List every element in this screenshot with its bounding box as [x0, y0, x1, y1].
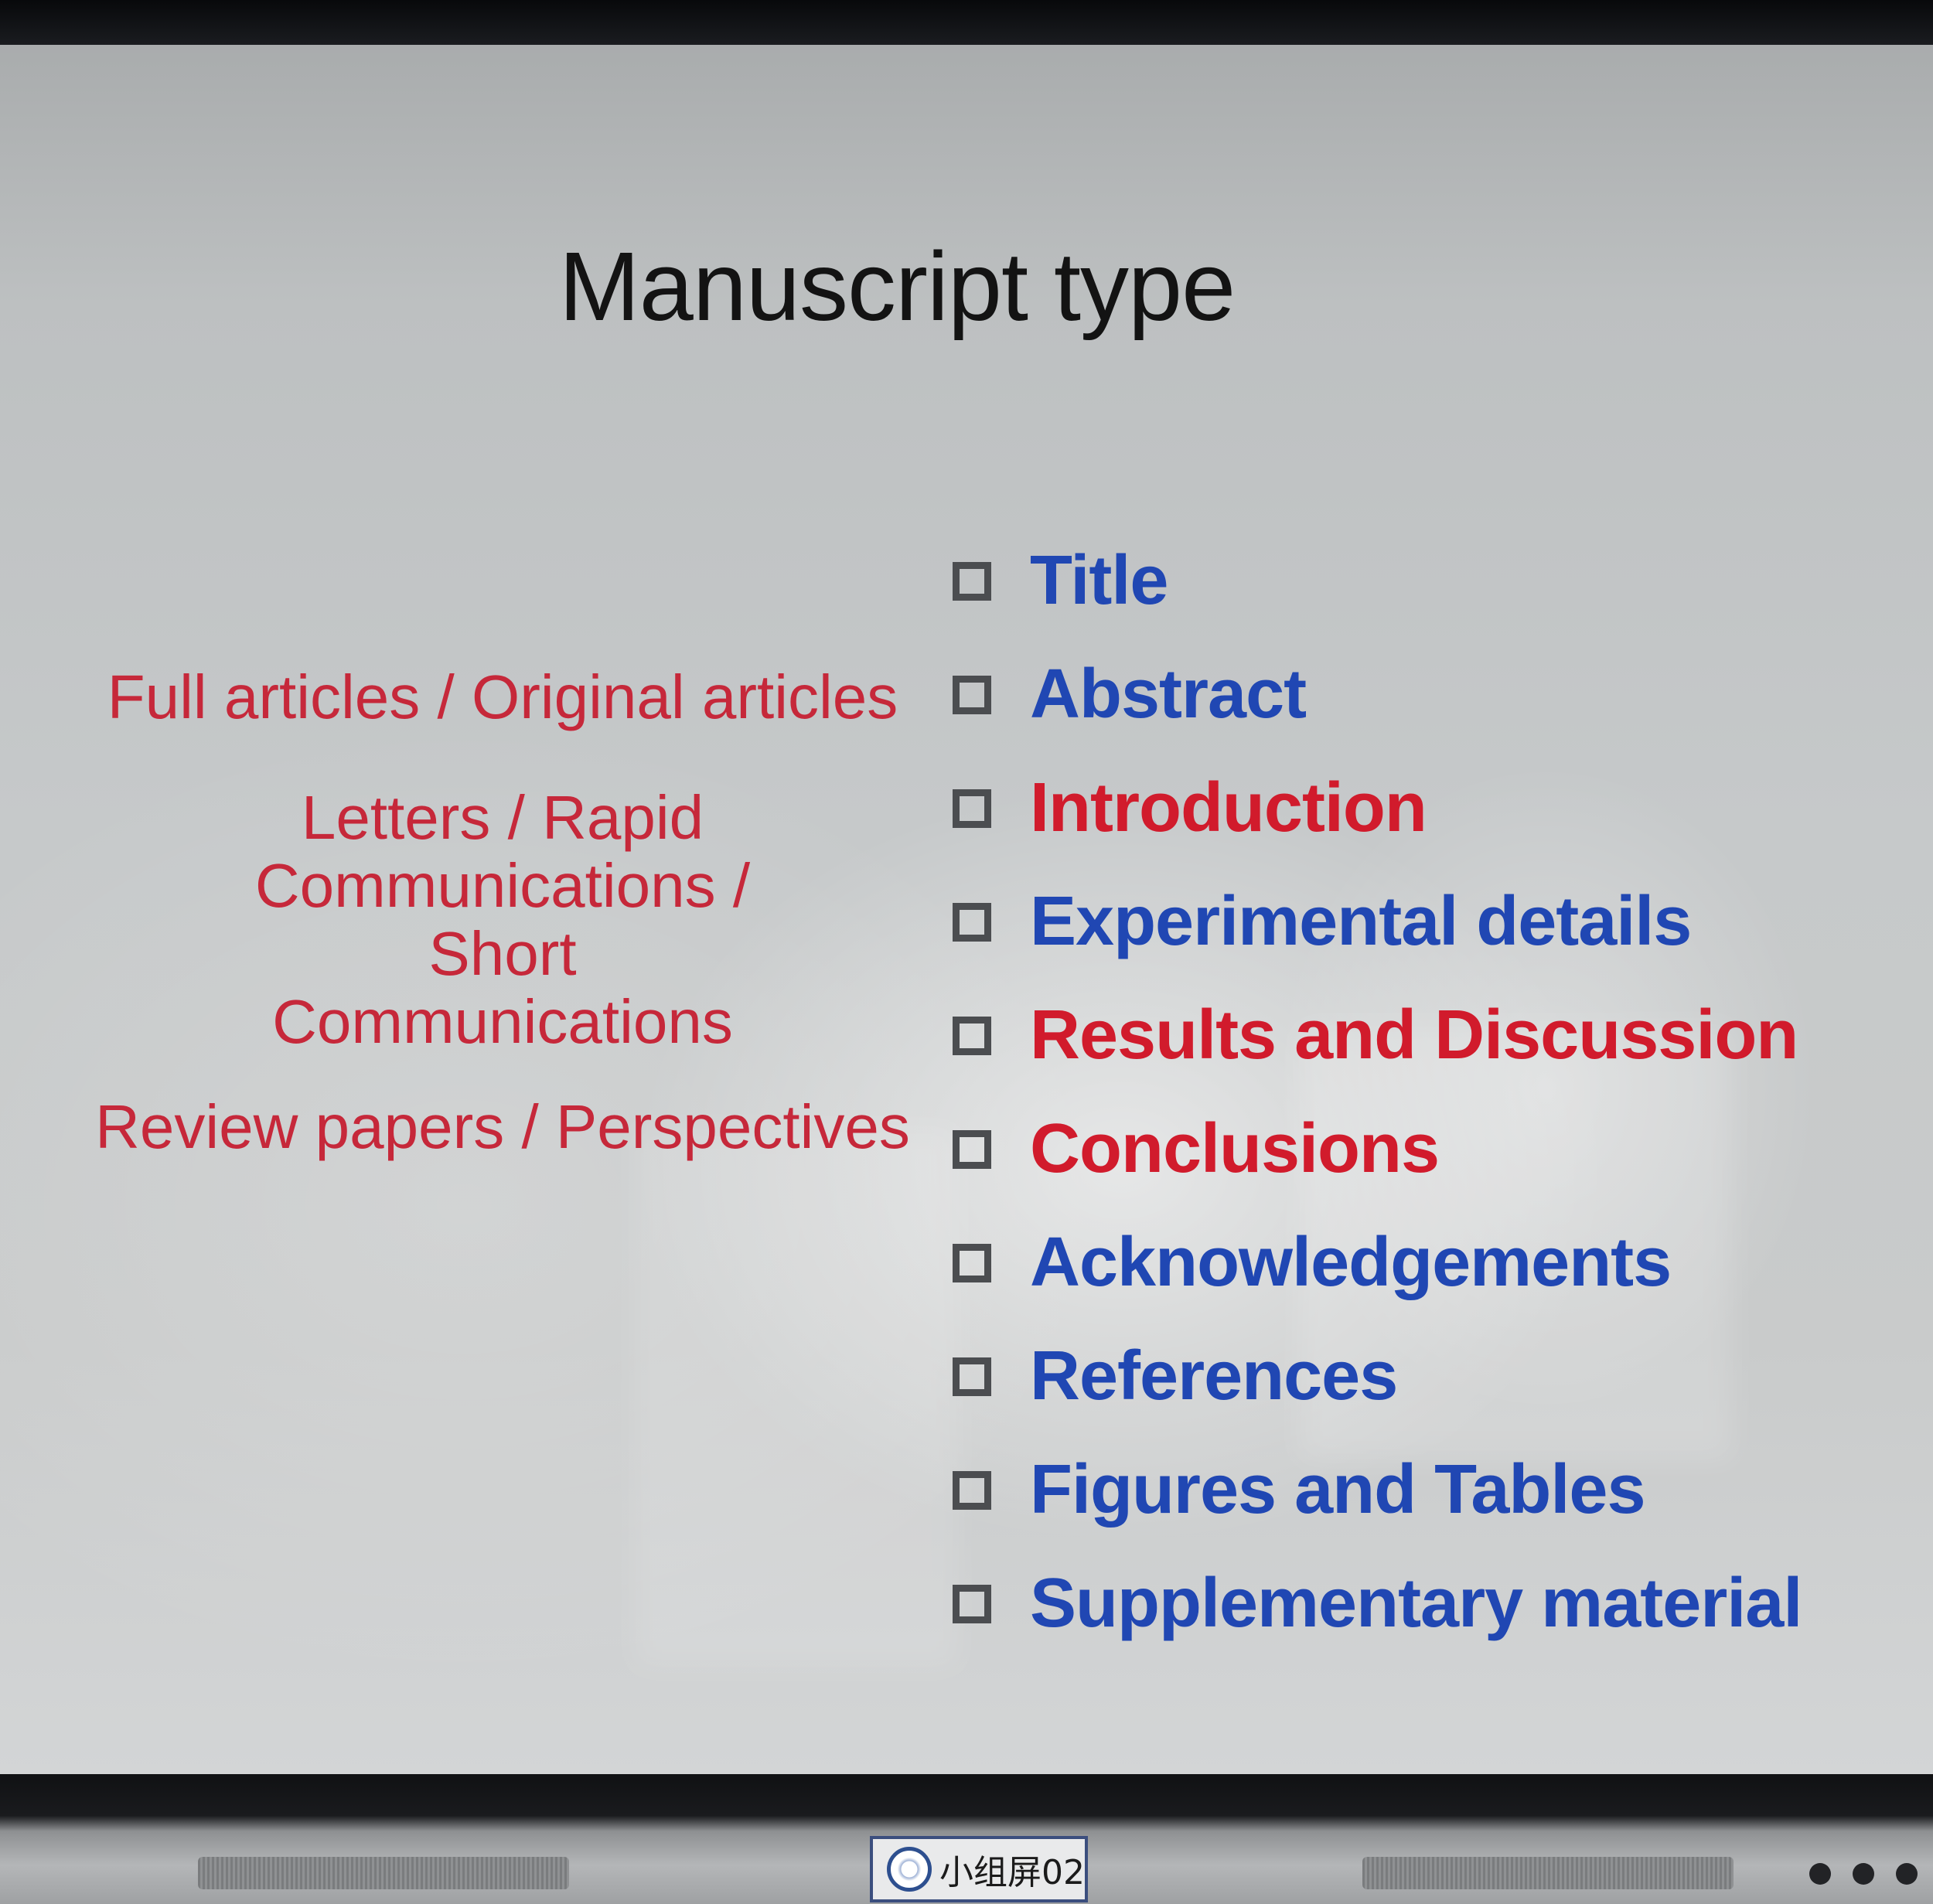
section-checklist: Title Abstract Introduction Experimental…	[953, 524, 1911, 1660]
section-item: Introduction	[953, 751, 1911, 865]
projected-slide: Manuscript type Full articles / Original…	[0, 45, 1933, 1776]
indicator-light-icon	[1896, 1863, 1918, 1885]
manuscript-type: Review papers / Perspectives	[95, 1092, 910, 1161]
section-item: Abstract	[953, 638, 1911, 751]
section-label: Abstract	[1030, 656, 1307, 733]
slide-title: Manuscript type	[558, 232, 1236, 341]
university-seal-icon	[887, 1847, 932, 1892]
checkbox-icon	[953, 789, 991, 828]
section-label: Experimental details	[1030, 883, 1692, 960]
indicator-light-icon	[1853, 1863, 1874, 1885]
section-label: Title	[1030, 542, 1168, 619]
display-nameplate: 小组屏02	[870, 1836, 1088, 1902]
section-item: References	[953, 1320, 1911, 1433]
section-item: Figures and Tables	[953, 1433, 1911, 1547]
manuscript-type: Full articles / Original articles	[107, 662, 898, 731]
window-reflection	[634, 1127, 959, 1668]
section-label: Results and Discussion	[1030, 996, 1798, 1074]
checkbox-icon	[953, 561, 991, 601]
section-item: Supplementary material	[953, 1547, 1911, 1660]
section-item: Acknowledgements	[953, 1206, 1911, 1320]
section-label: Acknowledgements	[1030, 1224, 1672, 1301]
checkbox-icon	[953, 1357, 991, 1396]
section-label: Introduction	[1030, 769, 1427, 846]
section-label: References	[1030, 1337, 1398, 1415]
section-item: Conclusions	[953, 1092, 1911, 1206]
section-label: Figures and Tables	[1030, 1451, 1646, 1528]
section-item: Title	[953, 524, 1911, 638]
speaker-grille	[1362, 1857, 1734, 1889]
checkbox-icon	[953, 1243, 991, 1282]
manuscript-type: Letters / Rapid Communications / Short C…	[254, 783, 751, 1056]
checkbox-icon	[953, 1016, 991, 1055]
checkbox-icon	[953, 1584, 991, 1623]
manuscript-type-list: Full articles / Original articles Letter…	[93, 663, 912, 1214]
nameplate-label: 小组屏02	[939, 1853, 1085, 1892]
checkbox-icon	[953, 675, 991, 714]
checkbox-icon	[953, 1129, 991, 1169]
checkbox-icon	[953, 902, 991, 942]
speaker-grille	[198, 1857, 569, 1889]
indicator-light-icon	[1809, 1863, 1831, 1885]
top-bezel	[0, 0, 1933, 48]
window-reflection	[1299, 1027, 1732, 1460]
section-label: Supplementary material	[1030, 1565, 1802, 1642]
section-item: Experimental details	[953, 865, 1911, 979]
checkbox-icon	[953, 1470, 991, 1510]
section-label: Conclusions	[1030, 1110, 1440, 1187]
section-item: Results and Discussion	[953, 979, 1911, 1092]
